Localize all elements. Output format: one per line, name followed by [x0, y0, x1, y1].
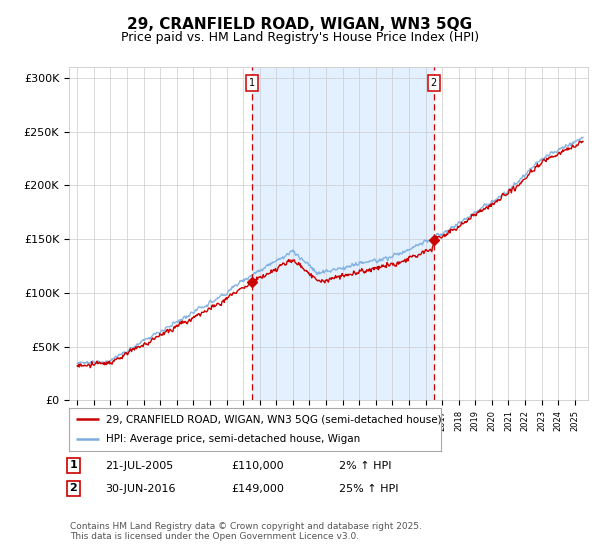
Text: £149,000: £149,000	[231, 484, 284, 494]
Text: 2: 2	[70, 483, 77, 493]
Text: 29, CRANFIELD ROAD, WIGAN, WN3 5QG (semi-detached house): 29, CRANFIELD ROAD, WIGAN, WN3 5QG (semi…	[106, 414, 442, 424]
Text: £110,000: £110,000	[231, 461, 284, 472]
Text: 29, CRANFIELD ROAD, WIGAN, WN3 5QG: 29, CRANFIELD ROAD, WIGAN, WN3 5QG	[127, 17, 473, 32]
Text: HPI: Average price, semi-detached house, Wigan: HPI: Average price, semi-detached house,…	[106, 434, 361, 444]
Text: Contains HM Land Registry data © Crown copyright and database right 2025.
This d: Contains HM Land Registry data © Crown c…	[70, 522, 421, 542]
Text: 1: 1	[70, 460, 77, 470]
Text: 21-JUL-2005: 21-JUL-2005	[105, 461, 173, 472]
Text: 2: 2	[431, 78, 437, 88]
Text: 25% ↑ HPI: 25% ↑ HPI	[339, 484, 398, 494]
Text: 2% ↑ HPI: 2% ↑ HPI	[339, 461, 391, 472]
Text: 1: 1	[249, 78, 255, 88]
Text: Price paid vs. HM Land Registry's House Price Index (HPI): Price paid vs. HM Land Registry's House …	[121, 31, 479, 44]
Bar	[252, 67, 434, 400]
Text: 30-JUN-2016: 30-JUN-2016	[105, 484, 176, 494]
